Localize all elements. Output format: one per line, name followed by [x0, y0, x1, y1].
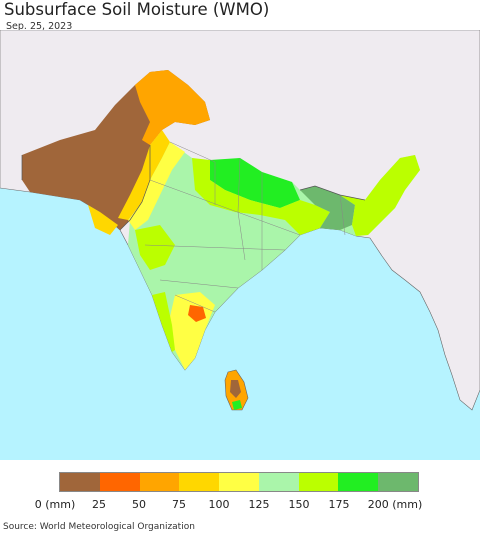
legend-label: 150	[288, 498, 310, 511]
legend-swatch	[219, 473, 259, 491]
south-dry-spot	[188, 305, 206, 322]
legend-label: 0 (mm)	[34, 498, 76, 511]
yellow-band-west	[128, 142, 185, 230]
map-title: Subsurface Soil Moisture (WMO)	[4, 0, 270, 19]
legend-swatch	[338, 473, 379, 491]
bangladesh-wet	[300, 186, 355, 230]
legend-swatch	[179, 473, 220, 491]
source-credit: Source: World Meteorological Organizatio…	[3, 522, 195, 532]
map-date: Sep. 25, 2023	[6, 21, 73, 32]
legend-swatch	[99, 473, 140, 491]
legend-labels: 0 (mm) 25 50 75 100 125 150 175 200 (mm)	[0, 498, 480, 512]
orange-zone-northwest	[135, 70, 210, 145]
central-yellow-green	[135, 225, 175, 270]
state-boundaries	[144, 141, 346, 313]
legend-swatch	[298, 473, 339, 491]
legend-color-bar	[59, 472, 419, 492]
lightgreen-band-north	[192, 158, 330, 235]
sri-lanka-dry-core	[230, 380, 241, 398]
legend-swatch	[60, 473, 100, 491]
dry-coast-southwest	[88, 205, 118, 235]
legend-label: 175	[328, 498, 350, 511]
legend-label: 75	[172, 498, 186, 511]
west-coast-green	[152, 292, 175, 352]
legend-swatch	[258, 473, 299, 491]
legend-swatch	[378, 473, 419, 491]
legend-label: 125	[248, 498, 270, 511]
legend-label: 25	[92, 498, 106, 511]
legend-label: 100	[208, 498, 230, 511]
northeast-green	[340, 155, 420, 236]
soil-moisture-map	[0, 30, 480, 460]
legend-swatch	[139, 473, 180, 491]
country-borders	[21, 145, 366, 231]
green-gangetic-plain	[210, 158, 300, 208]
legend-label: 50	[132, 498, 146, 511]
dry-band-west	[118, 130, 170, 220]
legend-label: 200 (mm)	[367, 498, 423, 511]
sri-lanka-wet-south	[232, 400, 242, 410]
